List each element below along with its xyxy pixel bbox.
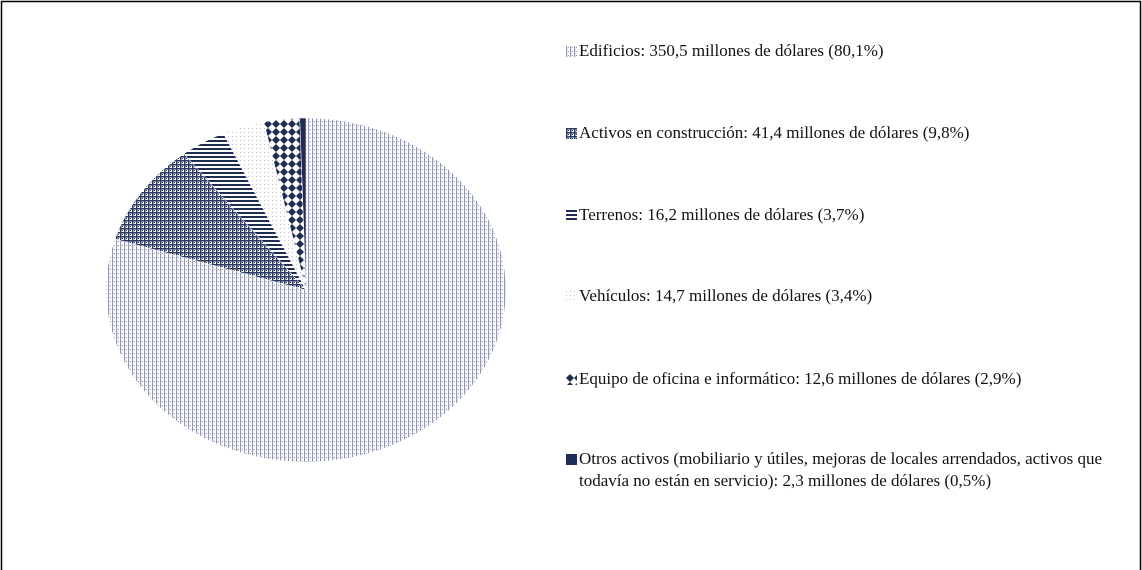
legend-item: Activos en construcción: 41,4 millones d… bbox=[566, 122, 1139, 144]
legend-swatch bbox=[566, 454, 577, 465]
legend-label: Equipo de oficina e informático: 12,6 mi… bbox=[579, 369, 1022, 388]
legend-swatch bbox=[566, 291, 577, 302]
legend-item: Otros activos (mobiliario y útiles, mejo… bbox=[566, 448, 1124, 492]
legend-label: Edificios: 350,5 millones de dólares (80… bbox=[579, 41, 884, 60]
legend-swatch bbox=[566, 210, 577, 221]
legend-label: Otros activos (mobiliario y útiles, mejo… bbox=[579, 449, 1103, 490]
legend-label: Terrenos: 16,2 millones de dólares (3,7%… bbox=[579, 205, 865, 224]
legend-item: Terrenos: 16,2 millones de dólares (3,7%… bbox=[566, 204, 1139, 226]
legend: Edificios: 350,5 millones de dólares (80… bbox=[566, 0, 1136, 570]
legend-swatch bbox=[566, 128, 577, 139]
legend-item: Edificios: 350,5 millones de dólares (80… bbox=[566, 40, 1139, 62]
legend-label: Vehículos: 14,7 millones de dólares (3,4… bbox=[579, 286, 873, 305]
legend-swatch bbox=[566, 374, 577, 385]
legend-item: Vehículos: 14,7 millones de dólares (3,4… bbox=[566, 285, 1139, 307]
legend-label: Activos en construcción: 41,4 millones d… bbox=[579, 123, 970, 142]
pie-slice bbox=[299, 117, 307, 291]
legend-swatch bbox=[566, 46, 577, 57]
pie-slice bbox=[114, 153, 307, 291]
legend-item: Equipo de oficina e informático: 12,6 mi… bbox=[566, 368, 1049, 390]
